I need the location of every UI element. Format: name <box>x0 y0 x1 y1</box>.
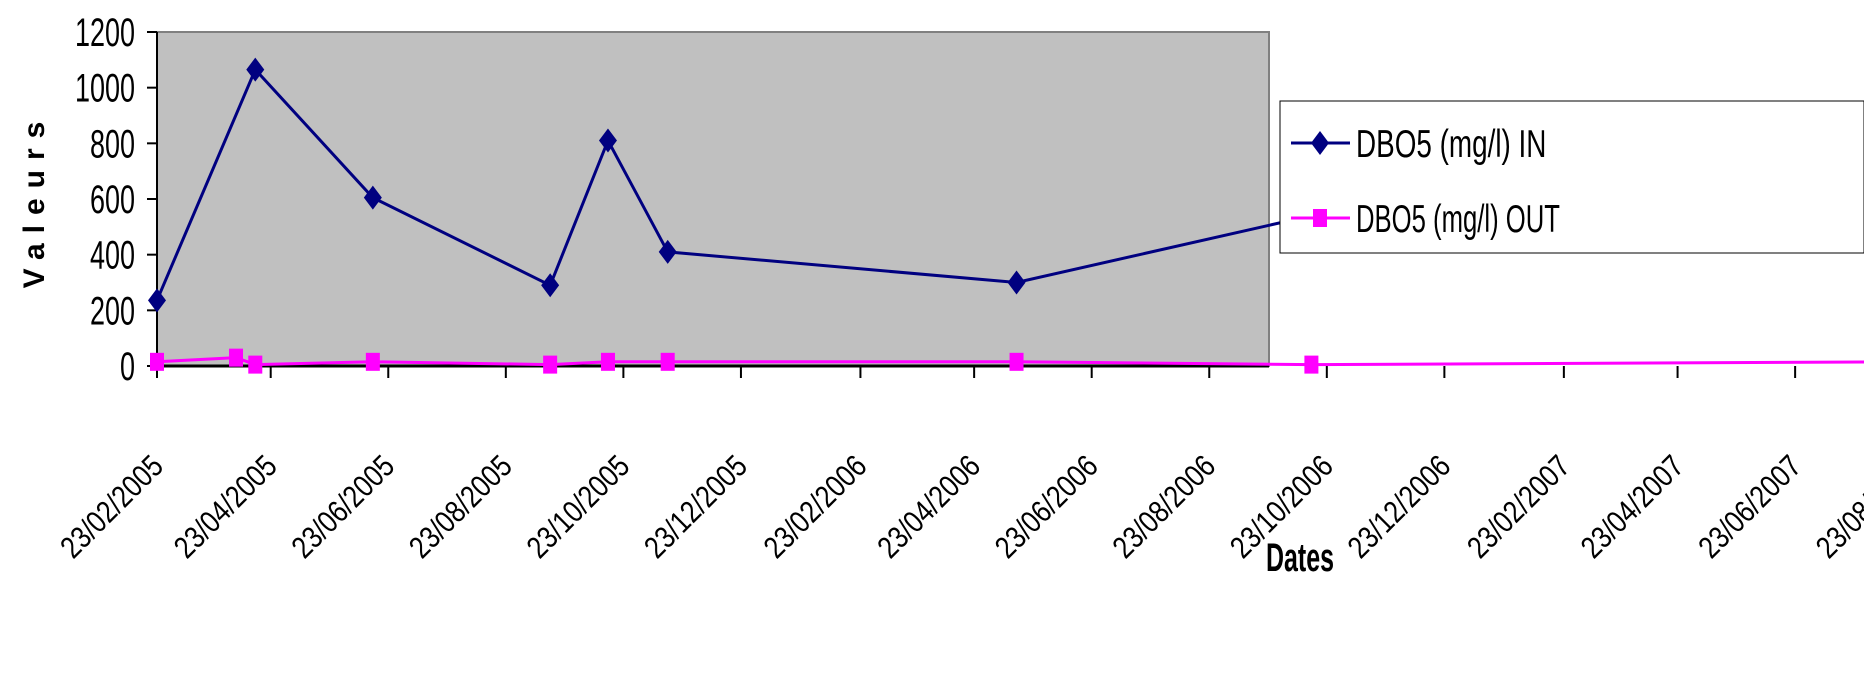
series-1-point <box>541 273 560 298</box>
x-tick-label: 23/08/2005 <box>402 448 519 565</box>
series-2-point <box>660 352 675 371</box>
x-axis-title: Dates <box>1266 536 1334 580</box>
x-tick-label: 23/02/2005 <box>53 448 170 565</box>
series-layer <box>148 57 1864 374</box>
y-tick-label: 0 <box>120 345 135 389</box>
series-2-point <box>543 355 558 374</box>
y-tick-label: 600 <box>90 178 135 222</box>
x-tick-label: 23/12/2006 <box>1341 448 1458 565</box>
x-tick-label: 23/06/2007 <box>1691 448 1808 565</box>
x-tick-label: 23/12/2005 <box>637 448 754 565</box>
series-1-point <box>246 57 265 82</box>
legend-marker <box>1311 131 1329 155</box>
legend-box <box>1279 100 1864 254</box>
x-axis: 23/02/200523/04/200523/06/200523/08/2005… <box>53 364 1864 565</box>
plot-area <box>156 31 1270 367</box>
series-2-point <box>248 355 263 374</box>
x-tick-label: 23/04/2005 <box>167 448 284 565</box>
x-tick-label: 23/08/2006 <box>1106 448 1223 565</box>
series-1-point <box>598 128 617 153</box>
x-tick-label: 23/02/2006 <box>757 448 874 565</box>
x-tick-label: 23/04/2007 <box>1574 448 1691 565</box>
y-tick-label: 200 <box>90 289 135 333</box>
x-tick-label: 23/04/2006 <box>870 448 987 565</box>
legend-marker <box>1313 209 1327 227</box>
series-1-point <box>1007 270 1026 295</box>
x-tick-label: 23/06/2006 <box>988 448 1105 565</box>
series-2-point <box>365 352 380 371</box>
series-2-point <box>600 352 615 371</box>
x-tick-label: 23/06/2005 <box>285 448 402 565</box>
series-1-point <box>363 185 382 210</box>
legend-label: DBO5 (mg/l) OUT <box>1356 198 1560 241</box>
y-axis-title: Valeurs <box>18 112 51 289</box>
legend-entries: DBO5 (mg/l) IN DBO5 (mg/l) OUT <box>1291 123 1560 241</box>
series-1-point <box>148 288 166 313</box>
series-line-2 <box>156 356 1864 367</box>
series-2-point <box>1304 355 1319 374</box>
y-tick-label: 800 <box>90 122 135 166</box>
y-tick-label: 1000 <box>75 67 135 111</box>
y-tick-label: 400 <box>90 234 135 278</box>
y-axis: 0 200 400 600 800 1000 1200 <box>75 11 158 389</box>
series-2-point <box>150 352 164 371</box>
x-tick-label: 23/08/2007 <box>1809 448 1864 565</box>
series-2-point <box>229 348 244 367</box>
legend-label: DBO5 (mg/l) IN <box>1356 123 1546 166</box>
x-tick-label: 23/10/2005 <box>520 448 637 565</box>
legend: DBO5 (mg/l) IN DBO5 (mg/l) OUT <box>1279 100 1864 254</box>
x-tick-label: 23/02/2007 <box>1460 448 1577 565</box>
series-1-point <box>658 239 677 264</box>
y-tick-label: 1200 <box>75 11 135 55</box>
series-2-point <box>1009 352 1024 371</box>
